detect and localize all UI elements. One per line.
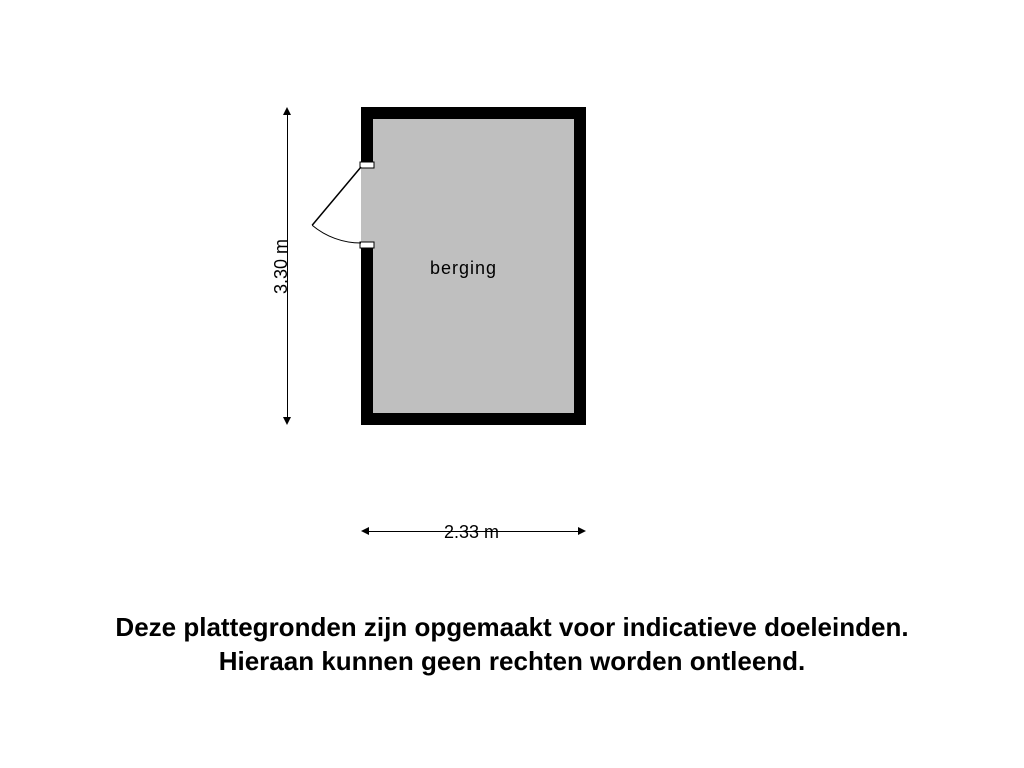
disclaimer-line-1: Deze plattegronden zijn opgemaakt voor i… [0, 610, 1024, 644]
arrowhead-left-icon [361, 527, 369, 535]
arrowhead-down-icon [283, 417, 291, 425]
arrowhead-up-icon [283, 107, 291, 115]
dimension-label-horizontal: 2.33 m [444, 522, 499, 543]
arrowhead-right-icon [578, 527, 586, 535]
disclaimer-text: Deze plattegronden zijn opgemaakt voor i… [0, 610, 1024, 678]
floorplan-canvas: berging 3.30 m 2.33 m Deze plattegronden… [0, 0, 1024, 768]
dimension-label-vertical: 3.30 m [271, 239, 292, 294]
door-swing-icon [285, 161, 375, 249]
room-label: berging [430, 258, 497, 279]
disclaimer-line-2: Hieraan kunnen geen rechten worden ontle… [0, 644, 1024, 678]
